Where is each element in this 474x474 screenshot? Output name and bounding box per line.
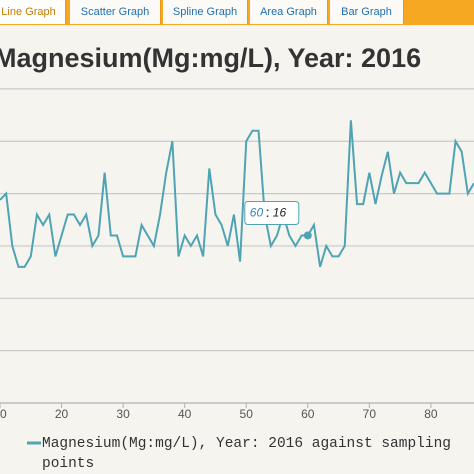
tooltip-box xyxy=(244,200,300,225)
tab[interactable]: Scatter Graph xyxy=(70,0,161,24)
tab[interactable]: Bar Graph xyxy=(330,0,404,24)
tooltip-colon xyxy=(266,209,269,211)
tooltip-value: 16 xyxy=(273,206,287,220)
tooltip: 60 16 xyxy=(244,200,300,225)
x-tick-label: 80 xyxy=(424,407,438,421)
data-line xyxy=(0,120,474,268)
x-tick-label: 10 xyxy=(0,407,7,421)
legend-label: Magnesium(Mg:mg/L), Year: 2016 against s… xyxy=(42,436,451,472)
x-tick-label: 70 xyxy=(363,407,377,421)
x-tick-label: 40 xyxy=(178,407,192,421)
x-tick-label: 30 xyxy=(116,407,130,421)
tab-bar: Line Graph Scatter Graph Spline Graph Area … xyxy=(0,0,474,25)
chart-title: Magnesium(Mg:mg/L), Year: 2016 xyxy=(0,43,421,73)
tooltip-x: 60 xyxy=(250,206,264,220)
x-tick-label: 50 xyxy=(240,407,254,421)
tab[interactable]: Spline Graph xyxy=(163,0,248,24)
tooltip-colon xyxy=(266,215,269,217)
tab[interactable]: Line Graph xyxy=(0,0,66,24)
hover-point xyxy=(303,231,312,240)
x-tick-label: 20 xyxy=(55,407,69,421)
legend-line: Magnesium(Mg:mg/L), Year: 2016 against s… xyxy=(42,436,451,452)
x-tick-label: 60 xyxy=(301,407,315,421)
tab[interactable]: Area Graph xyxy=(250,0,328,24)
legend-line: points xyxy=(42,456,94,472)
